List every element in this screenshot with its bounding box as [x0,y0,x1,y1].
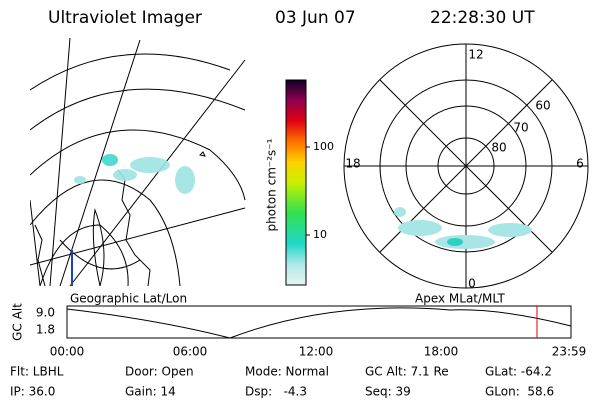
info-field: Gain: 14 [125,385,176,399]
lat-label: 80 [491,141,506,155]
colorbar-label: photon cm⁻²s⁻¹ [265,138,279,231]
header: Ultraviolet Imager 03 Jun 07 22:28:30 UT [48,8,535,28]
info-field: IP: 36.0 [10,385,55,399]
geographic-map [30,38,246,286]
x-tick-label: 23:59 [552,345,587,359]
map-label: Apex MLat/MLT [415,292,505,306]
title: Ultraviolet Imager [48,8,202,28]
info-field: GLon: 58.6 [485,385,554,399]
info-field: GLat: -64.2 [485,365,552,379]
y-axis-label: GC Alt [11,303,25,341]
lat-label: 70 [513,121,528,135]
map-label: Geographic Lat/Lon [70,292,187,306]
info-field: Flt: LBHL [10,365,64,379]
colorbar-tick-label: 100 [313,140,334,153]
x-tick-label: 06:00 [173,345,208,359]
lat-label: 60 [535,99,550,113]
x-tick-label: 18:00 [424,345,459,359]
mlt-label: 12 [468,48,483,62]
time: 22:28:30 UT [430,8,535,28]
info-field: Dsp: -4.3 [245,385,307,399]
y-tick-label: 9.0 [36,306,55,320]
x-tick-label: 00:00 [50,345,85,359]
mlt-label: 0 [468,277,476,291]
altitude-plot: GC Alt 9.0 1.8 00:00 06:00 12:00 18:00 2… [11,303,587,359]
x-tick-label: 12:00 [299,345,334,359]
mlt-label: 18 [345,157,360,171]
info-panel: Flt: LBHL Door: Open Mode: Normal GC Alt: 7… [10,365,554,399]
polar-plot: 12 18 6 0 60 70 80 [343,43,589,291]
date: 03 Jun 07 [275,8,356,28]
info-field: Seq: 39 [365,385,411,399]
info-field: Mode: Normal [245,365,329,379]
info-field: GC Alt: 7.1 Re [365,365,449,379]
colorbar [285,79,307,286]
colorbar-tick-label: 10 [313,228,327,241]
mlt-label: 6 [576,157,584,171]
y-tick-label: 1.8 [36,323,55,337]
info-field: Door: Open [125,365,194,379]
